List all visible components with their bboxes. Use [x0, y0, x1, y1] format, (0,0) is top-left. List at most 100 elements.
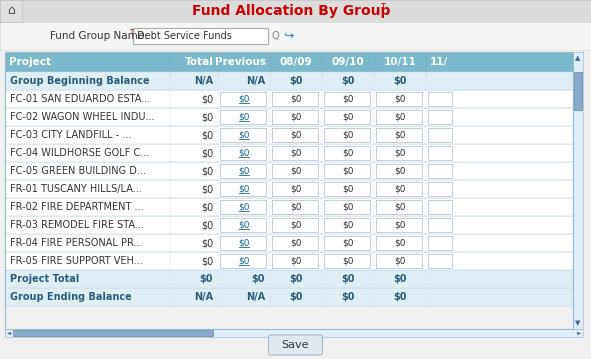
Bar	[324, 236, 370, 250]
Text: $0: $0	[342, 131, 354, 140]
Text: $0: $0	[342, 94, 354, 103]
Bar	[376, 254, 422, 268]
Text: $0: $0	[201, 148, 213, 158]
Bar	[220, 236, 266, 250]
Bar	[13, 330, 213, 336]
Bar	[220, 254, 266, 268]
Text: $0: $0	[393, 274, 407, 284]
Text: $0: $0	[394, 94, 406, 103]
Bar	[272, 236, 318, 250]
Bar	[0, 22, 591, 50]
Bar	[5, 252, 573, 270]
Text: FC-02 WAGON WHEEL INDU...: FC-02 WAGON WHEEL INDU...	[10, 112, 154, 122]
Bar	[5, 180, 573, 198]
Text: $0: $0	[394, 112, 406, 121]
Text: $0: $0	[393, 292, 407, 302]
Text: 09/10: 09/10	[332, 57, 364, 67]
Text: Q: Q	[272, 31, 280, 41]
Bar	[324, 92, 370, 106]
Bar	[220, 200, 266, 214]
Text: Fund Group Name:: Fund Group Name:	[50, 31, 148, 41]
Text: 08/09: 08/09	[280, 57, 312, 67]
Text: $0: $0	[394, 167, 406, 176]
Text: N/A: N/A	[246, 76, 265, 86]
Bar	[428, 182, 452, 196]
Text: $0: $0	[201, 202, 213, 212]
Text: $0: $0	[200, 274, 213, 284]
Bar	[573, 52, 583, 329]
Bar	[272, 128, 318, 142]
Text: $0: $0	[341, 274, 355, 284]
Text: $0: $0	[290, 256, 302, 266]
Text: ⌂: ⌂	[7, 5, 15, 18]
Bar	[133, 28, 268, 44]
Bar	[376, 236, 422, 250]
Bar	[5, 52, 573, 329]
Text: $0: $0	[238, 238, 250, 247]
Bar	[324, 182, 370, 196]
Text: Group Ending Balance: Group Ending Balance	[10, 292, 132, 302]
Text: FR-01 TUSCANY HILLS/LA...: FR-01 TUSCANY HILLS/LA...	[10, 184, 142, 194]
Bar	[0, 0, 591, 22]
Text: $0: $0	[394, 202, 406, 211]
Bar	[376, 146, 422, 160]
Bar	[428, 200, 452, 214]
Text: N/A: N/A	[194, 292, 213, 302]
Text: $0: $0	[394, 256, 406, 266]
Bar	[220, 164, 266, 178]
Text: $0: $0	[201, 184, 213, 194]
Text: Project: Project	[9, 57, 51, 67]
Bar	[574, 72, 582, 110]
Text: Save: Save	[282, 340, 309, 350]
Text: $0: $0	[394, 149, 406, 158]
Bar	[220, 146, 266, 160]
Bar	[324, 218, 370, 232]
Text: $0: $0	[342, 256, 354, 266]
Text: $0: $0	[342, 149, 354, 158]
Bar	[0, 0, 22, 22]
Text: $0: $0	[394, 238, 406, 247]
Bar	[428, 128, 452, 142]
Text: $0: $0	[238, 149, 250, 158]
Text: FR-04 FIRE PERSONAL PR...: FR-04 FIRE PERSONAL PR...	[10, 238, 142, 248]
Text: ▼: ▼	[575, 320, 581, 326]
Text: $0: $0	[290, 202, 302, 211]
Text: $0: $0	[290, 149, 302, 158]
Bar	[272, 182, 318, 196]
Bar	[272, 200, 318, 214]
Text: $0: $0	[342, 112, 354, 121]
Text: T: T	[381, 3, 385, 11]
Text: Project Total: Project Total	[10, 274, 79, 284]
Text: $0: $0	[290, 167, 302, 176]
Bar	[5, 52, 573, 72]
Bar	[220, 92, 266, 106]
Text: Total: Total	[185, 57, 214, 67]
Bar	[220, 218, 266, 232]
Bar	[272, 110, 318, 124]
Text: $0: $0	[289, 274, 303, 284]
Text: $0: $0	[290, 94, 302, 103]
Bar	[428, 218, 452, 232]
Text: $0: $0	[238, 256, 250, 266]
Text: T: T	[129, 29, 133, 35]
Text: $0: $0	[289, 76, 303, 86]
Text: $0: $0	[290, 238, 302, 247]
Text: $0: $0	[342, 220, 354, 229]
Text: $0: $0	[290, 131, 302, 140]
Bar	[272, 218, 318, 232]
Text: $0: $0	[201, 130, 213, 140]
Text: Debt Service Funds: Debt Service Funds	[137, 31, 232, 41]
Bar	[324, 128, 370, 142]
Text: $0: $0	[342, 185, 354, 194]
Bar	[5, 72, 573, 90]
Bar	[428, 254, 452, 268]
Bar	[376, 200, 422, 214]
Text: FC-01 SAN EDUARDO ESTA...: FC-01 SAN EDUARDO ESTA...	[10, 94, 150, 104]
Text: 11/: 11/	[430, 57, 448, 67]
Text: $0: $0	[393, 76, 407, 86]
Text: Previous: Previous	[215, 57, 266, 67]
Text: $0: $0	[342, 202, 354, 211]
Bar	[428, 164, 452, 178]
Text: $0: $0	[290, 220, 302, 229]
Bar	[5, 216, 573, 234]
